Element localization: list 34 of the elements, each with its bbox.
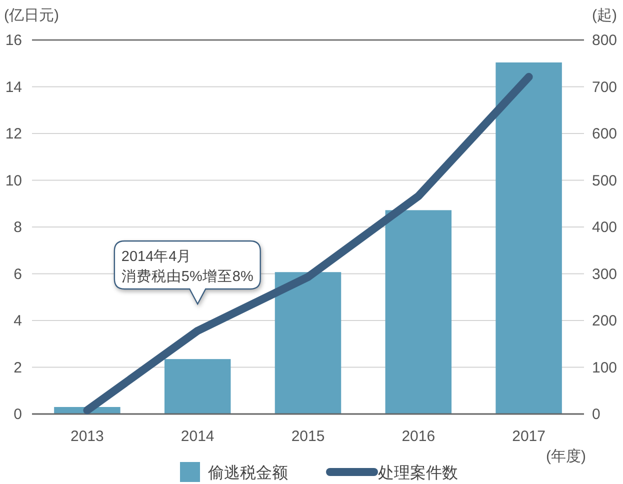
- y-tick-label: 0: [14, 406, 22, 423]
- y2-tick-label: 0: [592, 406, 600, 423]
- y-tick-label: 4: [14, 312, 22, 330]
- annotation: 2014年4月: [121, 248, 192, 265]
- y-axis-title: (亿日元): [4, 7, 59, 24]
- y2-tick-label: 200: [592, 312, 618, 330]
- x-tick-label: 2017: [512, 428, 546, 445]
- bar: [496, 62, 562, 414]
- bar: [385, 210, 452, 414]
- x-tick-label: 2016: [402, 428, 436, 445]
- y2-tick-label: 100: [592, 359, 618, 376]
- annotation: 消费税由5%增至8%: [121, 268, 254, 285]
- y-tick-label: 16: [5, 32, 22, 49]
- y2-tick-label: 700: [592, 78, 618, 96]
- x-tick-label: 2014: [180, 428, 214, 445]
- x-tick-label: 2015: [291, 428, 325, 445]
- bar: [164, 359, 231, 414]
- bar: [274, 272, 342, 414]
- legend-label: 处理案件数: [378, 464, 458, 482]
- y-tick-label: 2: [14, 359, 22, 376]
- y2-tick-label: 800: [592, 32, 618, 49]
- legend-label: 偷逃税金额: [208, 464, 288, 482]
- y2-tick-label: 300: [592, 266, 618, 283]
- x-tick-label: 2013: [70, 428, 104, 445]
- y2-axis-title: (起): [592, 7, 617, 24]
- y2-tick-label: 600: [592, 126, 618, 142]
- y-tick-label: 10: [5, 172, 22, 190]
- y-tick-label: 12: [5, 126, 22, 142]
- y-tick-label: 6: [14, 266, 22, 283]
- y2-tick-label: 400: [592, 219, 618, 236]
- y-tick-label: 14: [5, 78, 22, 96]
- x-axis-title: (年度): [546, 448, 586, 465]
- y-tick-label: 8: [14, 219, 22, 236]
- y2-tick-label: 500: [592, 172, 618, 190]
